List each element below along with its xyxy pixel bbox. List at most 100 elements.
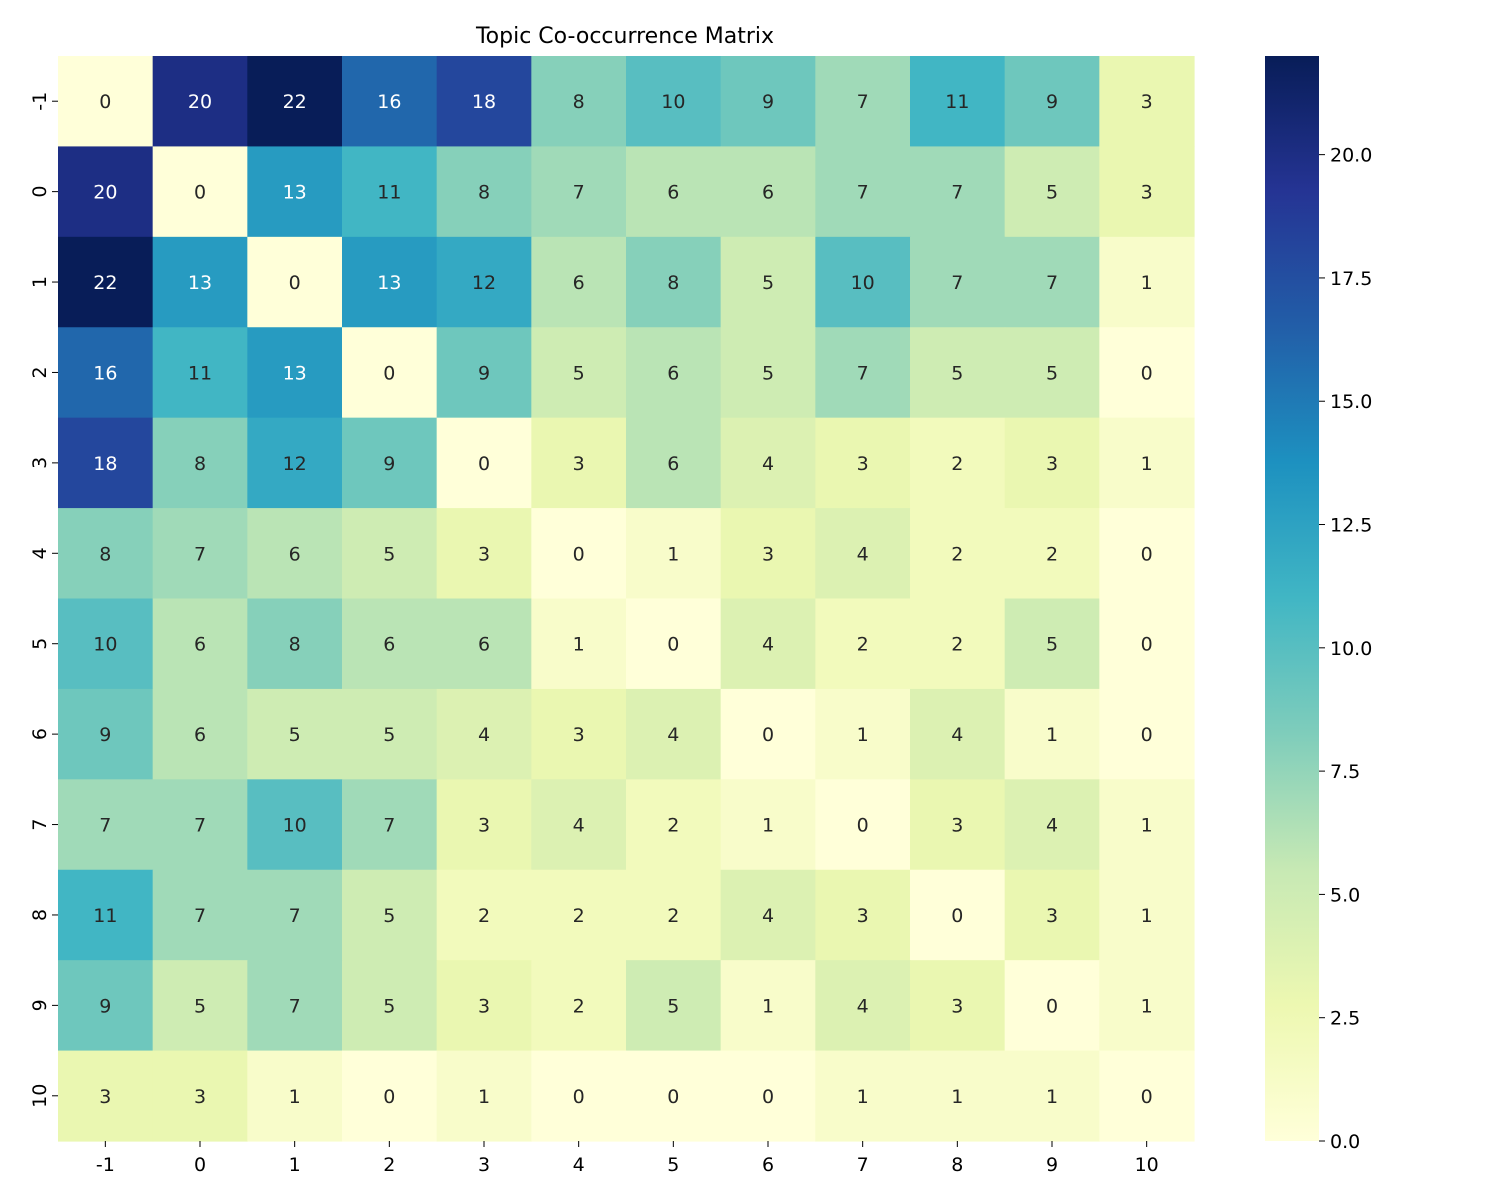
- cell-value-label: 11: [93, 905, 117, 927]
- cell-value-label: 5: [1046, 182, 1058, 204]
- heatmap-cell: [247, 688, 343, 780]
- heatmap-cell: [1099, 1050, 1195, 1142]
- cell-value-label: 8: [289, 634, 301, 656]
- cell-value-label: 0: [762, 1086, 774, 1108]
- heatmap-cell: [626, 146, 722, 238]
- heatmap-cell: [342, 688, 438, 780]
- heatmap-cell: [1004, 508, 1100, 600]
- heatmap-cell: [152, 146, 248, 238]
- heatmap-cell: [1004, 688, 1100, 780]
- heatmap-cell: [720, 779, 816, 871]
- cell-value-label: 6: [194, 634, 206, 656]
- heatmap-cell: [1099, 146, 1195, 238]
- heatmap-cell: [342, 1050, 438, 1142]
- cell-value-label: 2: [573, 905, 585, 927]
- cell-value-label: 2: [951, 453, 963, 475]
- heatmap-cell: [720, 56, 816, 148]
- y-tick-label: 5: [29, 638, 51, 650]
- cell-value-label: 4: [762, 634, 774, 656]
- cell-value-label: 8: [194, 453, 206, 475]
- cell-value-label: 0: [857, 815, 869, 837]
- heatmap-cell: [247, 327, 343, 419]
- x-tick-label: 4: [573, 1154, 585, 1176]
- cell-value-label: 6: [289, 543, 301, 565]
- cell-value-label: 6: [667, 362, 679, 384]
- cell-value-label: 3: [573, 453, 585, 475]
- cell-value-label: 0: [99, 91, 111, 113]
- colorbar-tick-label: 5.0: [1330, 884, 1360, 906]
- cell-value-label: 11: [188, 362, 212, 384]
- x-tick-label: 6: [762, 1154, 774, 1176]
- cell-value-label: 1: [1141, 272, 1153, 294]
- cell-value-label: 7: [194, 905, 206, 927]
- cell-value-label: 16: [377, 91, 401, 113]
- cell-value-label: 9: [1046, 91, 1058, 113]
- cell-value-label: 0: [1141, 362, 1153, 384]
- cell-value-label: 5: [573, 362, 585, 384]
- cell-value-label: 4: [857, 543, 869, 565]
- heatmap-cell: [436, 869, 532, 961]
- heatmap-cell: [531, 598, 627, 690]
- heatmap-cell: [910, 869, 1006, 961]
- heatmap-cell: [531, 236, 627, 328]
- cell-value-label: 13: [188, 272, 212, 294]
- cell-value-label: 10: [283, 815, 307, 837]
- y-tick-label: 6: [29, 728, 51, 740]
- y-tick-label: 10: [29, 1084, 51, 1108]
- heatmap-cell: [58, 1050, 154, 1142]
- cell-value-label: 2: [951, 634, 963, 656]
- heatmap-cell: [626, 236, 722, 328]
- cell-value-label: 2: [667, 905, 679, 927]
- cell-value-label: 2: [478, 905, 490, 927]
- heatmap-cell: [342, 508, 438, 600]
- cell-value-label: 4: [762, 453, 774, 475]
- cell-value-label: 18: [93, 453, 117, 475]
- cell-value-label: 8: [478, 182, 490, 204]
- cell-value-label: 7: [383, 815, 395, 837]
- x-tick-label: 10: [1135, 1154, 1159, 1176]
- cell-value-label: 5: [194, 995, 206, 1017]
- heatmap-cell: [815, 1050, 911, 1142]
- cell-value-label: 0: [383, 362, 395, 384]
- cell-value-label: 9: [478, 362, 490, 384]
- cell-value-label: 0: [289, 272, 301, 294]
- cell-value-label: 5: [762, 362, 774, 384]
- cell-value-label: 1: [289, 1086, 301, 1108]
- heatmap-cell: [910, 598, 1006, 690]
- heatmap-cell: [910, 1050, 1006, 1142]
- heatmap-cell: [910, 688, 1006, 780]
- cell-value-label: 3: [762, 543, 774, 565]
- heatmap-cell: [342, 960, 438, 1052]
- cell-value-label: 9: [99, 995, 111, 1017]
- heatmap-cell: [152, 960, 248, 1052]
- cell-value-label: 4: [667, 724, 679, 746]
- heatmap-cell: [1004, 869, 1100, 961]
- cell-value-label: 3: [478, 543, 490, 565]
- heatmap-cell: [58, 508, 154, 600]
- heatmap-cell: [247, 508, 343, 600]
- cell-value-label: 2: [1046, 543, 1058, 565]
- heatmap-cell: [152, 417, 248, 509]
- cell-value-label: 5: [667, 995, 679, 1017]
- heatmap-cell: [1099, 417, 1195, 509]
- cell-value-label: 1: [857, 724, 869, 746]
- heatmap-cell: [436, 236, 532, 328]
- heatmap-cell: [1099, 327, 1195, 419]
- heatmap-cell: [910, 56, 1006, 148]
- cell-value-label: 4: [1046, 815, 1058, 837]
- heatmap-cell: [342, 417, 438, 509]
- heatmap-cell: [910, 508, 1006, 600]
- cell-value-label: 1: [667, 543, 679, 565]
- cell-value-label: 1: [762, 815, 774, 837]
- heatmap-cell: [626, 417, 722, 509]
- colorbar-tick-label: 17.5: [1330, 268, 1372, 290]
- y-tick-label: 3: [29, 457, 51, 469]
- heatmap-cell: [815, 146, 911, 238]
- cell-value-label: 0: [1141, 1086, 1153, 1108]
- colorbar-tick-label: 20.0: [1330, 145, 1372, 167]
- cell-value-label: 5: [383, 905, 395, 927]
- heatmap-cell: [247, 869, 343, 961]
- cell-value-label: 22: [283, 91, 307, 113]
- heatmap-cell: [531, 688, 627, 780]
- heatmap-cell: [1004, 146, 1100, 238]
